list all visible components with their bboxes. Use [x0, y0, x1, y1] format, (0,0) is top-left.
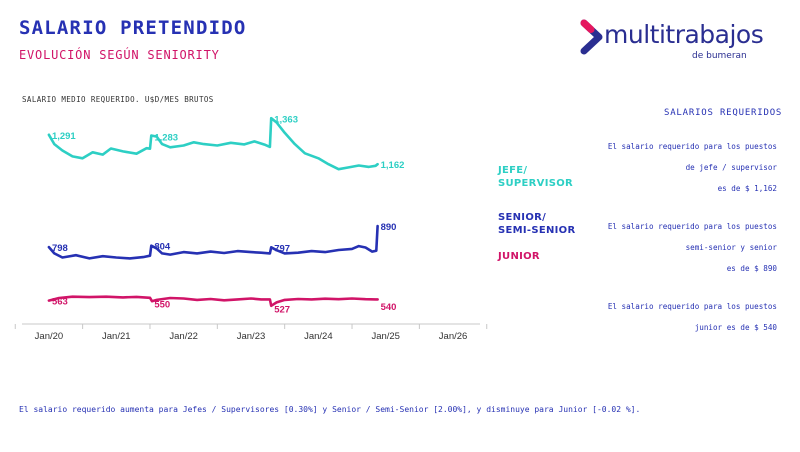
x-tick-label: Jan/23 — [237, 331, 266, 342]
legend-junior-line1: JUNIOR — [498, 251, 540, 262]
footnote: El salario requerido aumenta para Jefes … — [19, 405, 641, 414]
data-label: 550 — [154, 300, 170, 311]
desc-jefe-line3: es de $ 1,162 — [717, 184, 777, 193]
series-line-0 — [47, 116, 379, 171]
data-label: 890 — [381, 222, 397, 233]
logo-chevron-icon — [580, 19, 603, 55]
side-panel-title: SALARIOS REQUERIDOS — [664, 108, 783, 118]
series-line-2 — [47, 295, 379, 308]
desc-senior: El salario requerido para los puestos se… — [577, 216, 777, 279]
data-label: 798 — [52, 243, 68, 254]
x-tick-label: Jan/22 — [169, 331, 198, 342]
x-tick-label: Jan/20 — [35, 331, 64, 342]
multitrabajos-logo: multitrabajos de bumeran — [580, 14, 780, 64]
x-tick-label: Jan/24 — [304, 331, 333, 342]
page-subtitle: EVOLUCIÓN SEGÚN SENIORITY — [19, 48, 220, 62]
chart-title: SALARIO MEDIO REQUERIDO. U$D/MES BRUTOS — [22, 95, 214, 104]
page-title: SALARIO PRETENDIDO — [19, 17, 247, 39]
data-label: 804 — [154, 242, 171, 253]
desc-senior-line1: El salario requerido para los puestos — [607, 222, 777, 231]
desc-jefe-line2: de jefe / supervisor — [685, 163, 777, 172]
logo-wordmark: multitrabajos — [604, 20, 764, 49]
legend-jefe-line1: JEFE/ — [498, 165, 528, 176]
desc-junior-line2: junior es de $ 540 — [694, 323, 777, 332]
legend-jefe-line2: SUPERVISOR — [498, 178, 574, 189]
desc-jefe-supervisor: El salario requerido para los puestos de… — [577, 136, 777, 199]
legend-senior-line1: SENIOR/ — [498, 212, 547, 223]
data-label: 563 — [52, 297, 68, 308]
data-label: 1,162 — [381, 160, 405, 171]
legend-junior: JUNIOR — [498, 250, 540, 263]
data-label: 527 — [274, 305, 290, 316]
series-line-1 — [47, 224, 379, 260]
desc-senior-line2: semi-senior y senior — [685, 243, 777, 252]
legend-jefe-supervisor: JEFE/ SUPERVISOR — [498, 164, 573, 190]
data-label: 1,363 — [274, 114, 298, 125]
data-label: 540 — [381, 302, 397, 313]
data-label: 1,283 — [154, 133, 178, 144]
x-tick-label: Jan/21 — [102, 331, 131, 342]
x-tick-label: Jan/25 — [371, 331, 400, 342]
x-tick-label: Jan/26 — [439, 331, 468, 342]
desc-jefe-line1: El salario requerido para los puestos — [607, 142, 777, 151]
data-label: 1,291 — [52, 131, 76, 142]
desc-senior-line3: es de $ 890 — [726, 264, 777, 273]
desc-junior: El salario requerido para los puestos ju… — [577, 296, 777, 338]
logo-subtext: de bumeran — [692, 51, 747, 61]
legend-senior-line2: SEMI-SENIOR — [498, 225, 576, 236]
data-label: 797 — [274, 243, 290, 254]
desc-junior-line1: El salario requerido para los puestos — [607, 302, 777, 311]
legend-senior-semi-senior: SENIOR/ SEMI-SENIOR — [498, 211, 575, 237]
